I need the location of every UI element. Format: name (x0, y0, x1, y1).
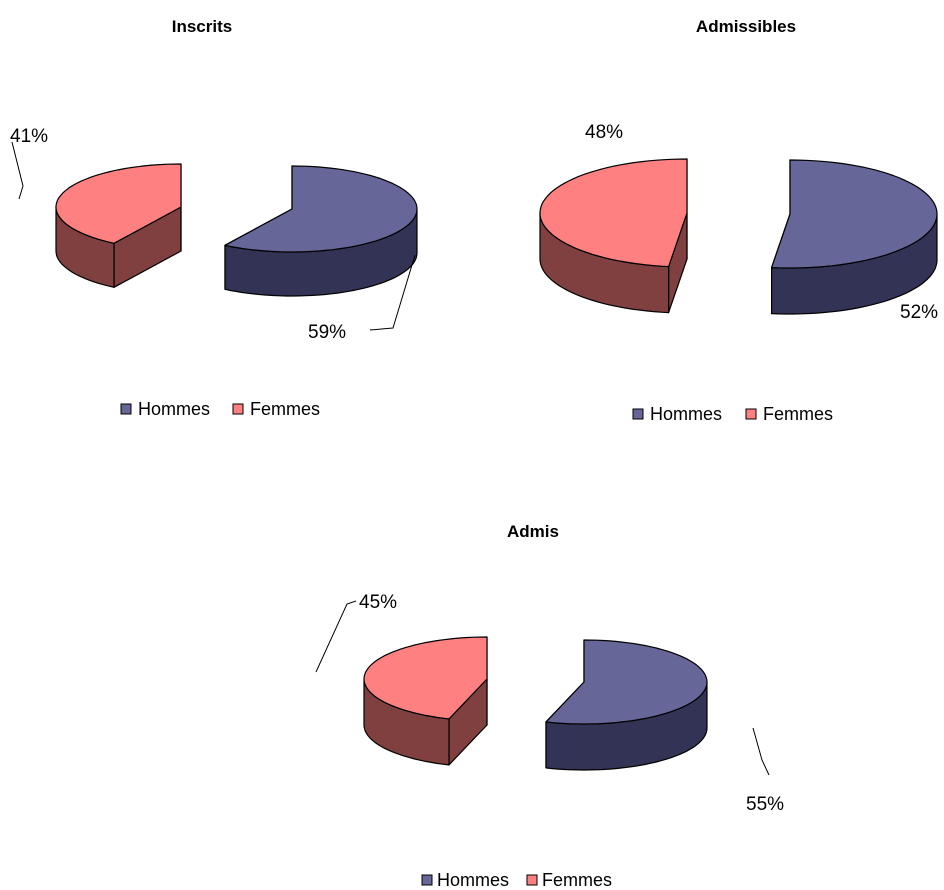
chart-title: Inscrits (172, 17, 232, 36)
slice-hommes (545, 639, 708, 771)
slice-top-face (224, 165, 418, 253)
legend-swatch-femmes (232, 403, 244, 415)
slice-label-femmes: 45% (359, 592, 397, 613)
legend-label-hommes: Hommes (650, 404, 722, 424)
legend: Hommes Femmes (421, 870, 612, 890)
pie-admis (315, 600, 770, 776)
label-leader-line (752, 727, 770, 776)
legend-swatch-hommes (421, 874, 433, 886)
chart-inscrits: Inscrits 41% 59% Hommes Femmes (10, 17, 418, 419)
slice-femmes (539, 158, 688, 314)
legend: Hommes Femmes (632, 404, 833, 424)
slice-top-face (771, 159, 938, 269)
slice-top-face (539, 158, 688, 268)
slice-femmes (55, 163, 182, 288)
slice-top-face (545, 639, 708, 725)
label-leader-line (315, 600, 357, 673)
slice-label-hommes: 55% (746, 794, 784, 815)
slice-hommes (771, 159, 938, 315)
slice-femmes (363, 636, 488, 766)
label-leader-line (11, 141, 24, 200)
slice-label-femmes: 48% (585, 122, 623, 143)
slice-label-femmes: 41% (10, 126, 48, 147)
legend-swatch-femmes (526, 874, 538, 886)
slice-label-hommes: 52% (900, 302, 938, 323)
legend-swatch-hommes (120, 403, 132, 415)
legend-label-femmes: Femmes (542, 870, 612, 890)
slice-top-face (55, 163, 182, 244)
legend-label-hommes: Hommes (138, 399, 210, 419)
slice-label-hommes: 59% (308, 322, 346, 343)
pie-admissibles (539, 158, 938, 315)
slice-top-face (363, 636, 488, 720)
legend-label-femmes: Femmes (763, 404, 833, 424)
legend-swatch-femmes (745, 408, 757, 420)
legend: Hommes Femmes (120, 399, 320, 419)
chart-title: Admis (507, 522, 559, 541)
slice-hommes (224, 165, 418, 297)
legend-swatch-hommes (632, 408, 644, 420)
label-leader-line (369, 254, 416, 331)
chart-title: Admissibles (696, 17, 796, 36)
pie-inscrits (11, 141, 418, 331)
chart-admissibles: Admissibles 48% 52% Hommes Femmes (539, 17, 938, 424)
legend-label-femmes: Femmes (250, 399, 320, 419)
chart-admis: Admis 45% 55% Hommes Femmes (315, 522, 784, 890)
legend-label-hommes: Hommes (437, 870, 509, 890)
